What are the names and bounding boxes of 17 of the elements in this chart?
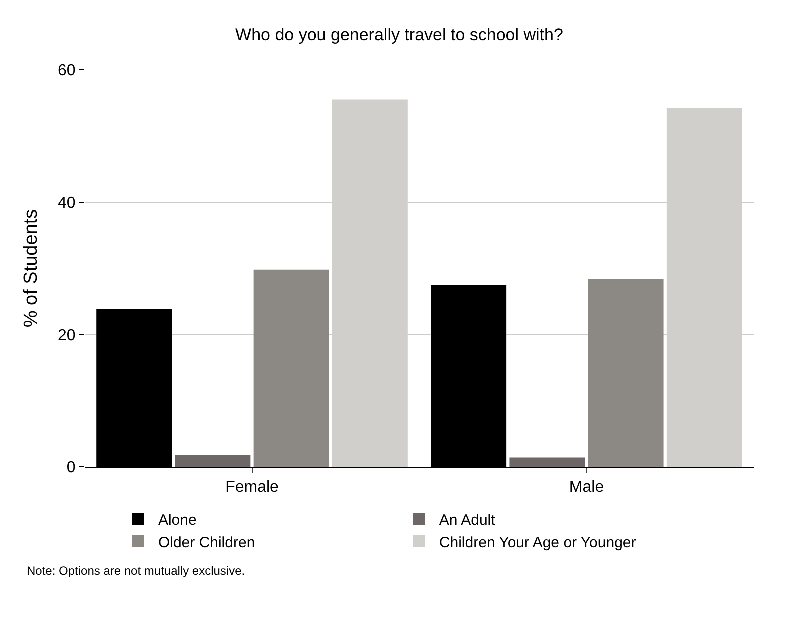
legend-label: Older Children bbox=[158, 534, 256, 552]
y-axis-title: % of Students bbox=[20, 209, 42, 328]
legend-label: Children Your Age or Younger bbox=[439, 534, 636, 552]
x-tick-label: Female bbox=[226, 479, 280, 496]
y-tick-label: 60 bbox=[58, 62, 76, 80]
chart-title: Who do you generally travel to school with? bbox=[236, 26, 564, 45]
legend-label: An Adult bbox=[439, 512, 496, 529]
bar bbox=[175, 455, 251, 467]
bar bbox=[510, 458, 586, 467]
y-tick-label: 0 bbox=[66, 460, 76, 477]
text: Note: Options are not mutually exclusive. bbox=[27, 564, 246, 578]
y-tick-label: 20 bbox=[58, 327, 76, 344]
legend-label: Alone bbox=[158, 512, 197, 529]
bar bbox=[588, 279, 664, 467]
y-tick-label: 40 bbox=[58, 194, 76, 212]
bar bbox=[254, 270, 330, 467]
x-tick-label: Male bbox=[569, 479, 604, 496]
